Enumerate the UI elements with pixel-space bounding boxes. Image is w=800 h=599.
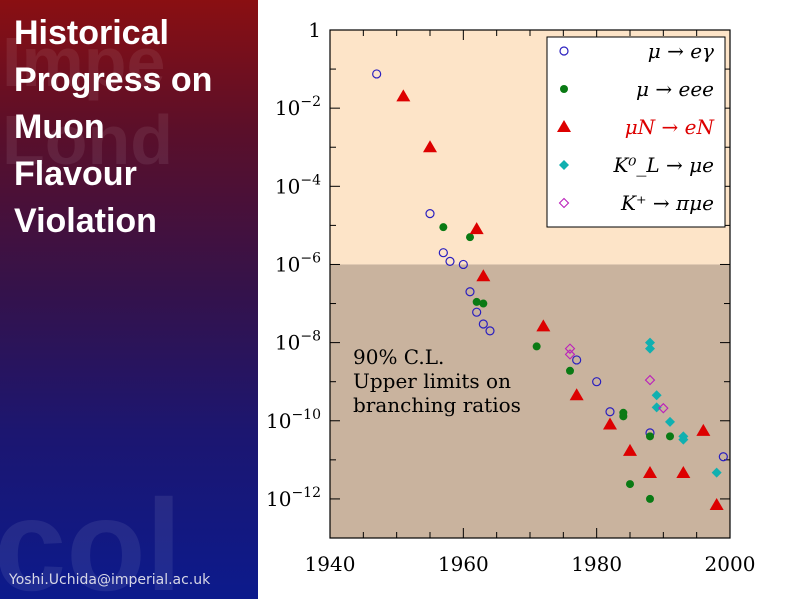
x-tick-label: 1960	[438, 552, 489, 576]
data-point-series-0	[605, 407, 615, 417]
y-tick-label: 10−6	[275, 250, 321, 276]
data-point-series-2	[536, 319, 551, 332]
lfv-history-chart: 1 10−2 10−4 10−6 10−8 10−10 10−12 1940 1960 1980…	[266, 18, 756, 576]
data-point-series-1	[646, 494, 654, 503]
data-point-series-1	[666, 432, 674, 441]
data-point-series-3	[645, 343, 655, 354]
data-point-series-0	[425, 209, 435, 219]
title-line: Violation	[14, 202, 157, 240]
data-point-series-0	[372, 69, 382, 79]
title-line: Historical	[14, 14, 169, 52]
x-tick-label: 2000	[705, 552, 756, 576]
title-line: Progress on	[14, 61, 213, 99]
data-point-series-2	[709, 497, 724, 510]
data-point-series-3	[651, 390, 662, 401]
data-point-series-4	[564, 343, 576, 354]
data-point-series-1	[479, 299, 488, 308]
legend-box	[546, 36, 726, 228]
annotation-line: 90% C.L.	[353, 345, 444, 369]
legend-marker	[558, 197, 570, 209]
plot-band-1	[330, 264, 730, 538]
data-point-series-2	[696, 423, 711, 436]
data-point-series-2	[623, 443, 637, 456]
legend-label: μN → eN	[625, 115, 716, 139]
data-point-series-0	[438, 248, 448, 258]
data-point-series-2	[423, 140, 437, 153]
annotation-line: branching ratios	[353, 393, 521, 417]
data-point-series-2	[476, 269, 491, 282]
data-point-series-1	[532, 342, 541, 351]
data-point-series-0	[572, 355, 582, 365]
data-point-series-2	[603, 417, 617, 430]
data-point-series-3	[645, 337, 655, 348]
data-point-series-3	[665, 416, 675, 427]
data-point-series-0	[445, 256, 455, 266]
legend-marker	[560, 85, 568, 93]
legend-marker	[557, 120, 571, 132]
data-point-series-0	[472, 307, 482, 317]
data-point-series-1	[439, 223, 448, 232]
y-tick-label: 10−10	[266, 407, 321, 433]
data-point-series-2	[643, 466, 657, 479]
y-tick-label: 1	[308, 18, 321, 42]
legend-marker	[559, 46, 569, 56]
annotation-line: Upper limits on	[353, 369, 511, 393]
data-point-series-0	[718, 452, 728, 462]
data-point-series-1	[472, 297, 481, 306]
data-point-series-2	[676, 466, 691, 479]
title-sidebar: Impe Lond col Historical Progress on Muo…	[0, 0, 258, 599]
data-point-series-3	[651, 402, 662, 413]
x-tick-label: 1940	[305, 552, 356, 576]
data-point-series-0	[465, 287, 475, 297]
data-point-series-0	[458, 259, 468, 270]
data-point-series-2	[569, 388, 584, 401]
data-point-series-4	[644, 374, 656, 386]
footer-email: Yoshi.Uchida@imperial.ac.uk	[9, 572, 211, 588]
legend-label: K⁺ → πμe	[620, 191, 714, 215]
data-point-series-0	[485, 326, 495, 336]
legend-label: μ → eee	[636, 77, 714, 101]
data-point-series-1	[646, 432, 654, 441]
y-tick-label: 10−8	[275, 329, 321, 355]
legend-marker	[559, 160, 569, 170]
data-point-series-0	[592, 377, 602, 387]
legend-label: μ → eγ	[648, 39, 714, 63]
slide-title: Historical Progress on Muon Flavour Viol…	[14, 10, 212, 245]
data-point-series-3	[711, 467, 722, 478]
title-line: Flavour	[14, 155, 137, 193]
watermark-background: Impe	[2, 23, 166, 101]
data-point-series-2	[469, 222, 484, 235]
data-point-series-1	[619, 412, 628, 421]
legend-label: K⁰_L → μe	[612, 153, 714, 177]
data-point-series-1	[566, 366, 574, 375]
data-point-series-4	[658, 402, 669, 414]
data-point-series-4	[564, 349, 576, 360]
data-point-series-3	[678, 434, 689, 445]
data-point-series-2	[396, 89, 411, 102]
y-tick-label: 10−4	[275, 172, 321, 198]
data-point-series-1	[626, 480, 634, 489]
title-line: Muon	[14, 108, 105, 146]
x-tick-label: 1980	[571, 552, 622, 576]
y-tick-label: 10−2	[275, 94, 321, 120]
y-tick-label: 10−12	[266, 485, 321, 511]
data-point-series-1	[466, 233, 474, 242]
data-point-series-0	[478, 319, 488, 329]
